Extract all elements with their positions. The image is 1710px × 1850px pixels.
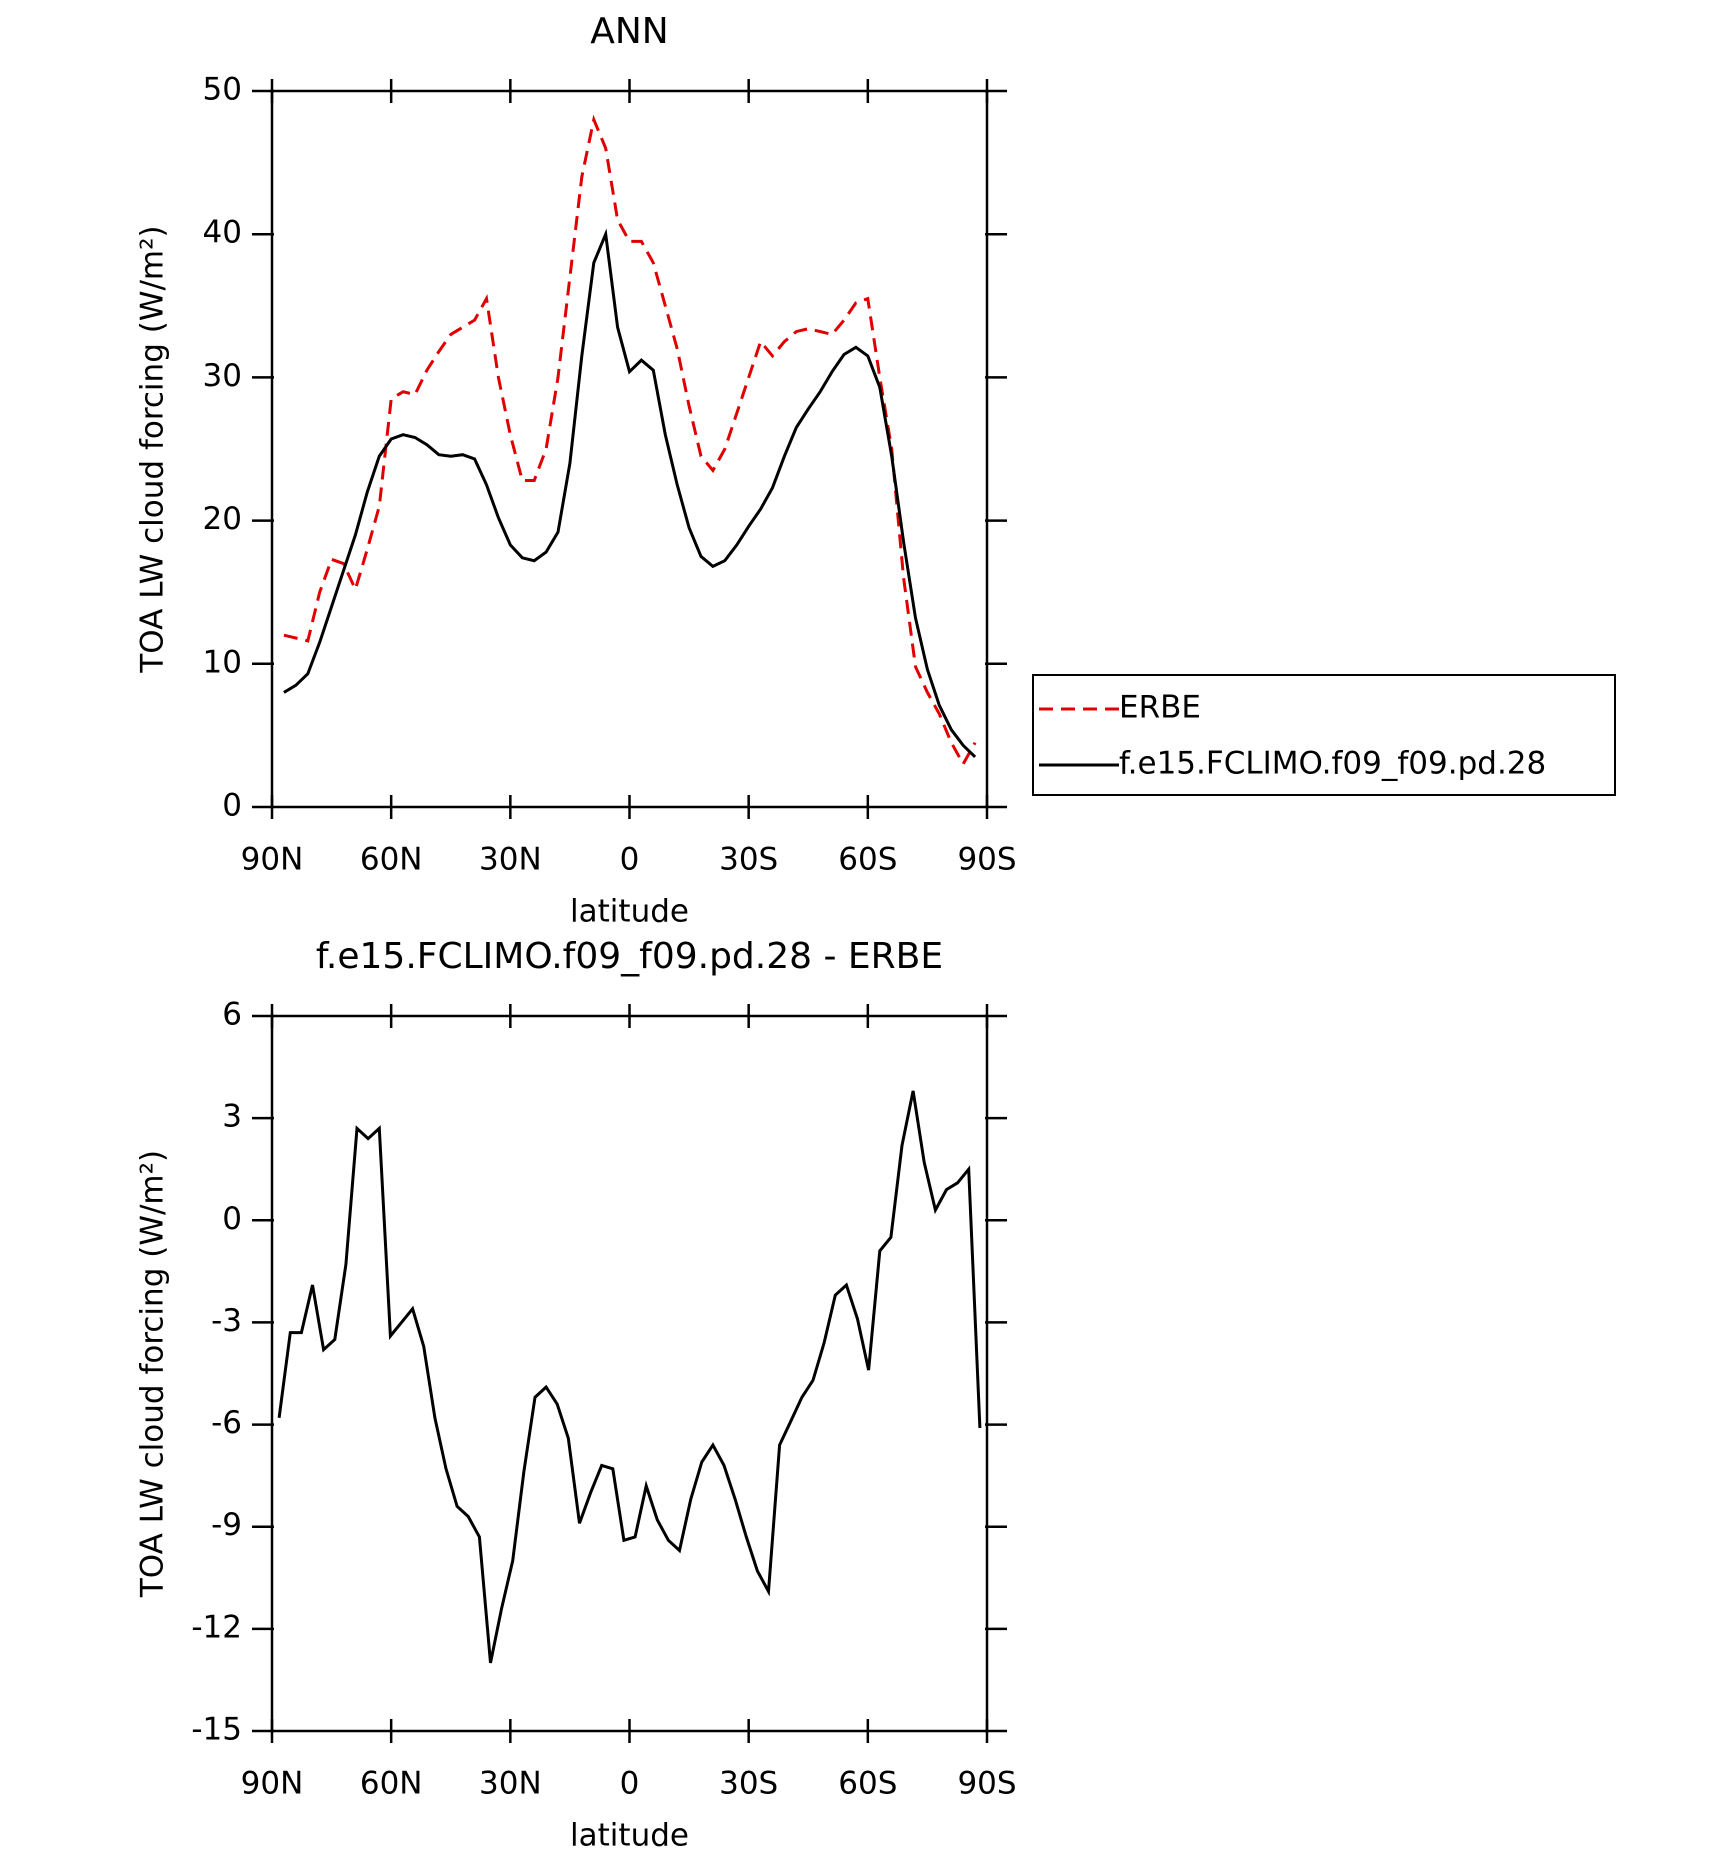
y-tick-label: -9 xyxy=(211,1507,242,1543)
x-tick-label: 90N xyxy=(241,842,304,878)
x-tick-label: 30S xyxy=(719,1766,778,1802)
chart-title: ANN xyxy=(590,11,669,52)
x-tick-label: 30N xyxy=(479,842,542,878)
series-line xyxy=(283,228,977,758)
y-tick-label: -15 xyxy=(191,1712,242,1748)
y-tick-label: 0 xyxy=(222,1201,242,1237)
x-tick-label: 90S xyxy=(957,1766,1016,1802)
y-axis-label: TOA LW cloud forcing (W/m²) xyxy=(135,225,171,673)
x-tick-label: 90S xyxy=(957,842,1016,878)
y-tick-label: 50 xyxy=(203,72,242,108)
y-axis-label: TOA LW cloud forcing (W/m²) xyxy=(135,1150,171,1598)
y-tick-label: 30 xyxy=(203,358,242,394)
x-tick-label: 90N xyxy=(241,1766,304,1802)
y-tick-label: 20 xyxy=(203,501,242,537)
plot-frame xyxy=(270,89,989,809)
y-tick-label: -6 xyxy=(211,1405,242,1441)
y-tick-label: 0 xyxy=(222,788,242,824)
y-tick-label: 40 xyxy=(203,215,242,251)
x-tick-label: 0 xyxy=(620,842,640,878)
x-tick-label: 0 xyxy=(620,1766,640,1802)
x-tick-label: 30N xyxy=(479,1766,542,1802)
legend-box xyxy=(1032,674,1616,796)
legend-label: ERBE xyxy=(1119,690,1201,726)
y-tick-label: 6 xyxy=(222,997,242,1033)
series-line xyxy=(277,1090,982,1664)
plot-frame xyxy=(270,1014,989,1733)
x-tick-label: 60N xyxy=(360,842,423,878)
x-axis-label: latitude xyxy=(570,894,689,930)
y-tick-label: 10 xyxy=(203,644,242,680)
x-axis-label: latitude xyxy=(570,1818,689,1850)
x-tick-label: 30S xyxy=(719,842,778,878)
x-tick-label: 60N xyxy=(360,1766,423,1802)
y-tick-label: 3 xyxy=(222,1099,242,1135)
legend-label: f.e15.FCLIMO.f09_f09.pd.28 xyxy=(1119,746,1546,782)
x-tick-label: 60S xyxy=(838,1766,897,1802)
y-tick-label: -3 xyxy=(211,1303,242,1339)
x-tick-label: 60S xyxy=(838,842,897,878)
chart-title: f.e15.FCLIMO.f09_f09.pd.28 - ERBE xyxy=(316,936,943,977)
series-line xyxy=(283,114,977,768)
y-tick-label: -12 xyxy=(191,1609,242,1645)
